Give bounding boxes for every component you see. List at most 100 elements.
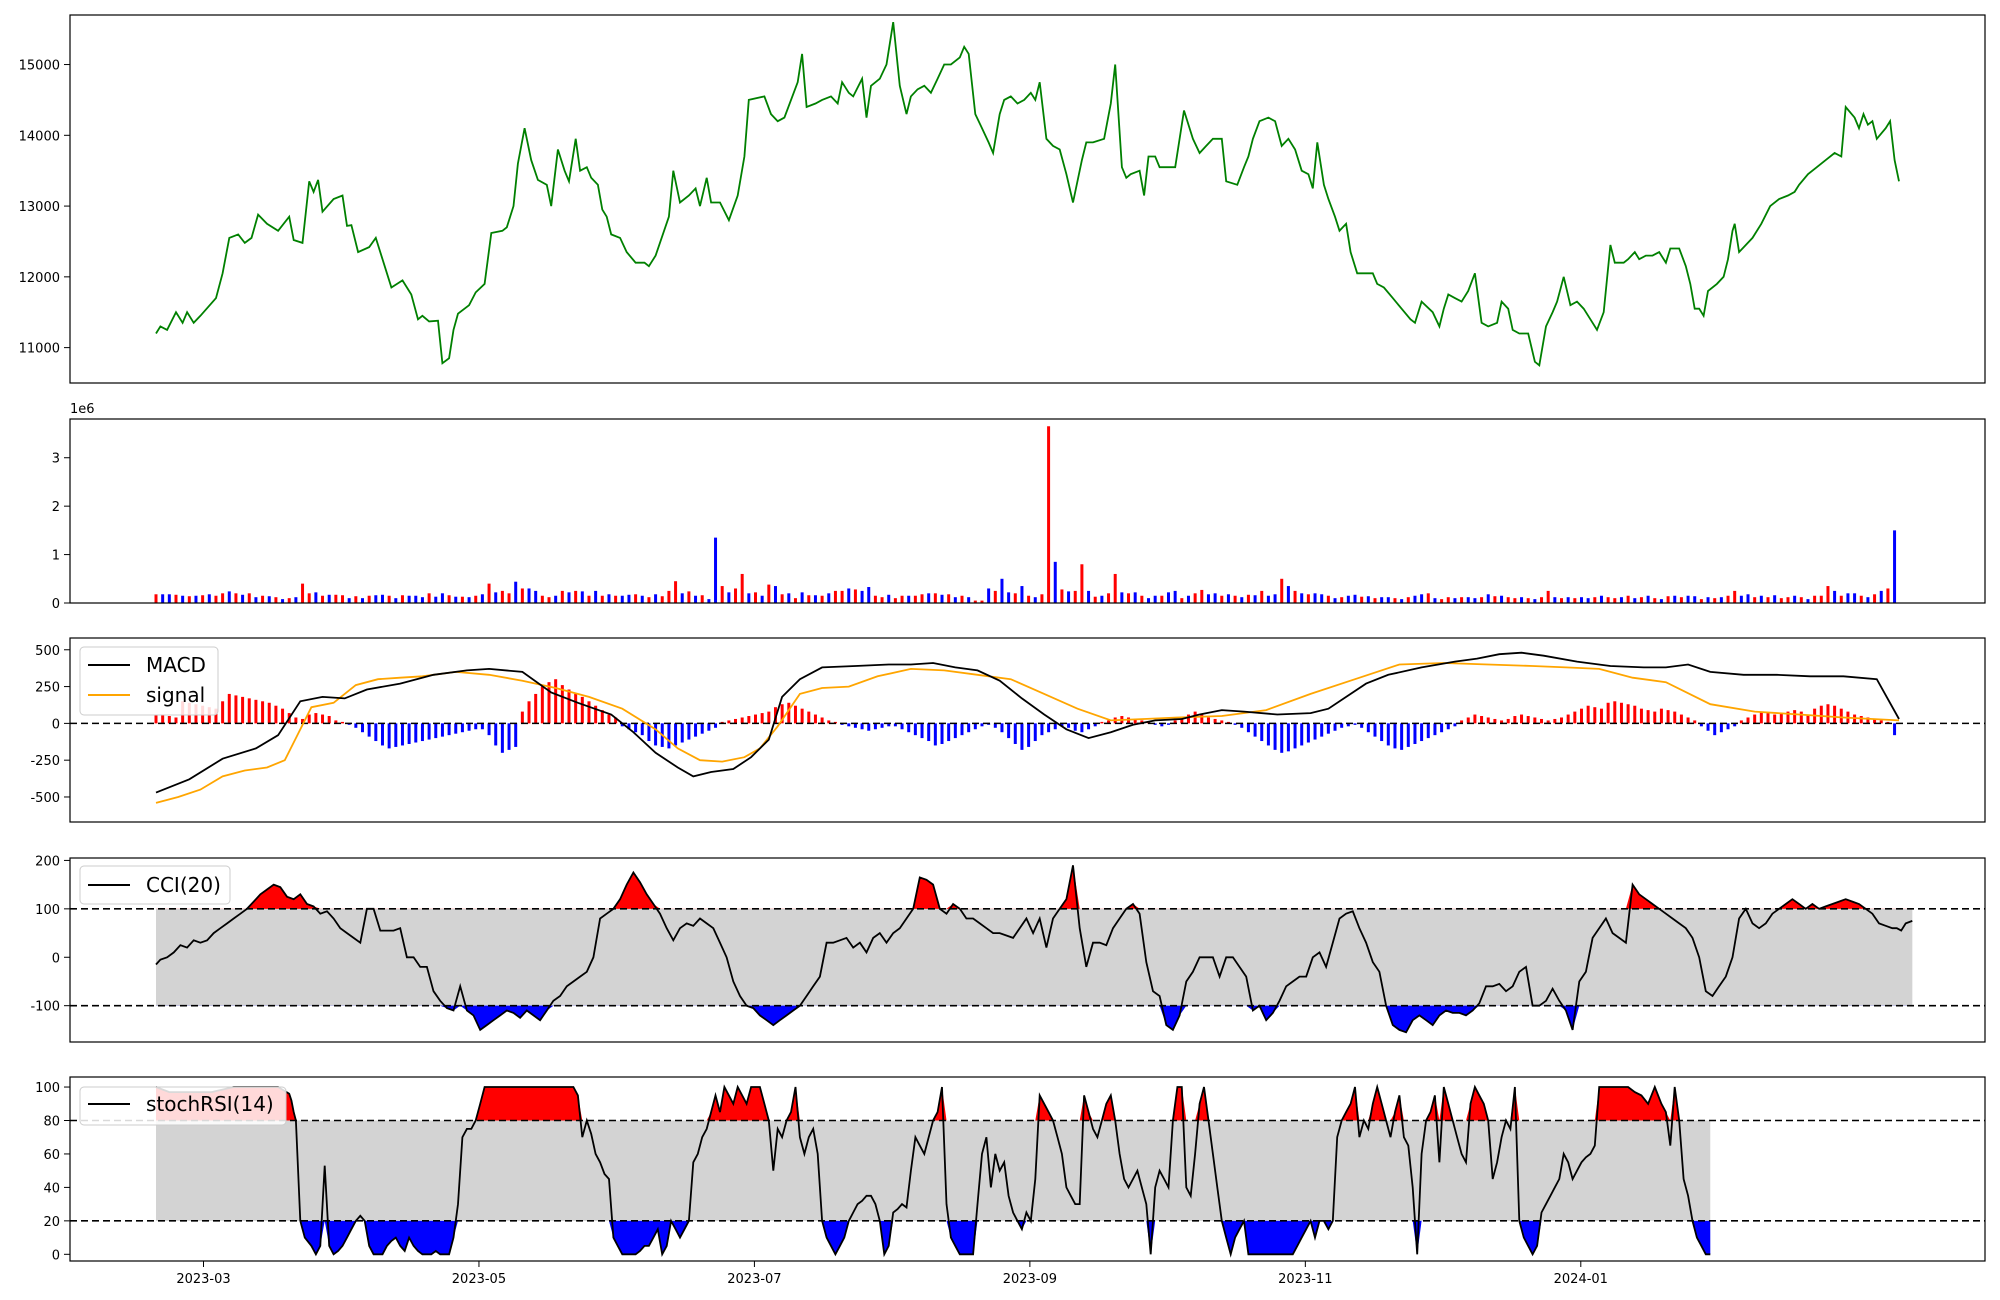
macd-histogram-bar xyxy=(1420,723,1424,742)
macd-histogram-bar xyxy=(554,679,558,724)
macd-histogram-bar xyxy=(927,723,931,742)
macd-histogram-bar xyxy=(1020,723,1024,750)
macd-histogram-bar xyxy=(1553,718,1557,724)
volume-bar xyxy=(700,595,704,603)
macd-histogram-bar xyxy=(1346,723,1350,727)
macd-histogram-bar xyxy=(1060,723,1064,727)
macd-histogram-bar xyxy=(1426,723,1430,739)
macd-histogram-bar xyxy=(860,723,864,730)
volume-bar xyxy=(1047,426,1051,603)
volume-bar xyxy=(907,595,911,603)
volume-bar xyxy=(1706,597,1710,603)
volume-bar xyxy=(1786,597,1790,603)
macd-histogram-bar xyxy=(161,715,165,724)
macd-histogram-bar xyxy=(234,695,238,724)
volume-bar xyxy=(1520,597,1524,603)
stochrsi-legend: stochRSI(14) xyxy=(79,1086,287,1126)
macd-histogram-bar xyxy=(993,723,997,728)
volume-bar xyxy=(940,594,944,603)
macd-histogram-bar xyxy=(467,723,471,731)
volume-bar xyxy=(1380,597,1384,603)
macd-histogram-bar xyxy=(1220,720,1224,724)
macd-histogram-bar xyxy=(520,711,524,724)
macd-histogram-bar xyxy=(367,723,371,737)
volume-bar xyxy=(1426,593,1430,603)
volume-bar xyxy=(1160,595,1164,603)
macd-histogram-bar xyxy=(1520,714,1524,724)
volume-bar xyxy=(1886,588,1890,603)
volume-bar xyxy=(740,573,744,603)
macd-histogram-bar xyxy=(1579,708,1583,724)
macd-histogram-bar xyxy=(254,699,258,724)
macd-histogram-bar xyxy=(1400,723,1404,750)
volume-bar xyxy=(707,599,711,603)
price-ytick-label: 14000 xyxy=(19,129,60,144)
volume-bar xyxy=(594,590,598,603)
volume-bar xyxy=(840,590,844,603)
macd-histogram-bar xyxy=(547,682,551,724)
volume-bar xyxy=(534,590,538,603)
volume-bar xyxy=(1000,578,1004,603)
stochrsi-ytick-label: 40 xyxy=(43,1181,60,1196)
macd-histogram-bar xyxy=(1839,708,1843,724)
volume-bar xyxy=(1733,590,1737,603)
macd-histogram-bar xyxy=(674,723,678,746)
macd-histogram-bar xyxy=(1073,723,1077,731)
volume-bar xyxy=(1233,595,1237,603)
macd-histogram-bar xyxy=(1833,705,1837,724)
macd-line xyxy=(155,651,1900,794)
volume-bar xyxy=(254,597,258,603)
volume-bar xyxy=(1400,599,1404,603)
macd-histogram-bar xyxy=(321,714,325,724)
macd-histogram-bar xyxy=(793,705,797,724)
volume-bar xyxy=(800,592,804,603)
macd-ytick-label: 0 xyxy=(52,717,60,732)
macd-histogram-bar xyxy=(694,723,698,737)
macd-histogram-bar xyxy=(1320,723,1324,737)
macd-histogram-bar xyxy=(933,723,937,746)
volume-bar xyxy=(1320,594,1324,603)
macd-histogram-bar xyxy=(820,717,824,724)
volume-bar xyxy=(674,581,678,603)
volume-bar xyxy=(514,581,518,603)
volume-bar xyxy=(1693,596,1697,603)
macd-plot-area xyxy=(70,651,1985,804)
volume-bar xyxy=(667,590,671,603)
volume-bar xyxy=(1493,596,1497,603)
volume-bar xyxy=(500,590,504,603)
macd-histogram-bar xyxy=(480,723,484,730)
volume-bar xyxy=(953,597,957,603)
macd-ytick-label: 500 xyxy=(35,644,60,659)
macd-histogram-bar xyxy=(734,718,738,724)
volume-bar xyxy=(1666,596,1670,603)
volume-bar xyxy=(967,597,971,603)
stochrsi-y-axis: 0 20 40 60 80 100 xyxy=(35,1081,70,1263)
macd-histogram-bar xyxy=(1599,708,1603,724)
macd-ytick-label: -500 xyxy=(30,791,60,806)
volume-bar xyxy=(1360,596,1364,603)
volume-bar xyxy=(1087,590,1091,603)
macd-histogram-bar xyxy=(1446,723,1450,730)
macd-histogram-bar xyxy=(1746,717,1750,724)
volume-bar xyxy=(1686,595,1690,603)
volume-bar xyxy=(487,583,491,603)
volume-bar xyxy=(867,587,871,603)
macd-histogram-bar xyxy=(1433,723,1437,736)
macd-histogram-bar xyxy=(1653,711,1657,724)
cci-legend-label: CCI(20) xyxy=(146,873,221,897)
volume-bar xyxy=(400,595,404,603)
macd-histogram-bar xyxy=(447,723,451,736)
volume-bar xyxy=(1113,573,1117,603)
macd-histogram-bar xyxy=(940,723,944,744)
volume-bar xyxy=(847,588,851,603)
macd-histogram-bar xyxy=(780,704,784,724)
cci-panel: -100 0 100 200 CCI(20) xyxy=(30,854,1986,1043)
macd-histogram-bar xyxy=(1067,723,1071,728)
volume-bar xyxy=(1453,598,1457,603)
macd-histogram-bar xyxy=(847,723,851,727)
volume-bar xyxy=(1406,597,1410,603)
stochrsi-overbought-fill xyxy=(156,1087,1711,1121)
volume-bar xyxy=(494,592,498,603)
macd-histogram-bar xyxy=(1786,711,1790,724)
volume-bar xyxy=(780,594,784,603)
